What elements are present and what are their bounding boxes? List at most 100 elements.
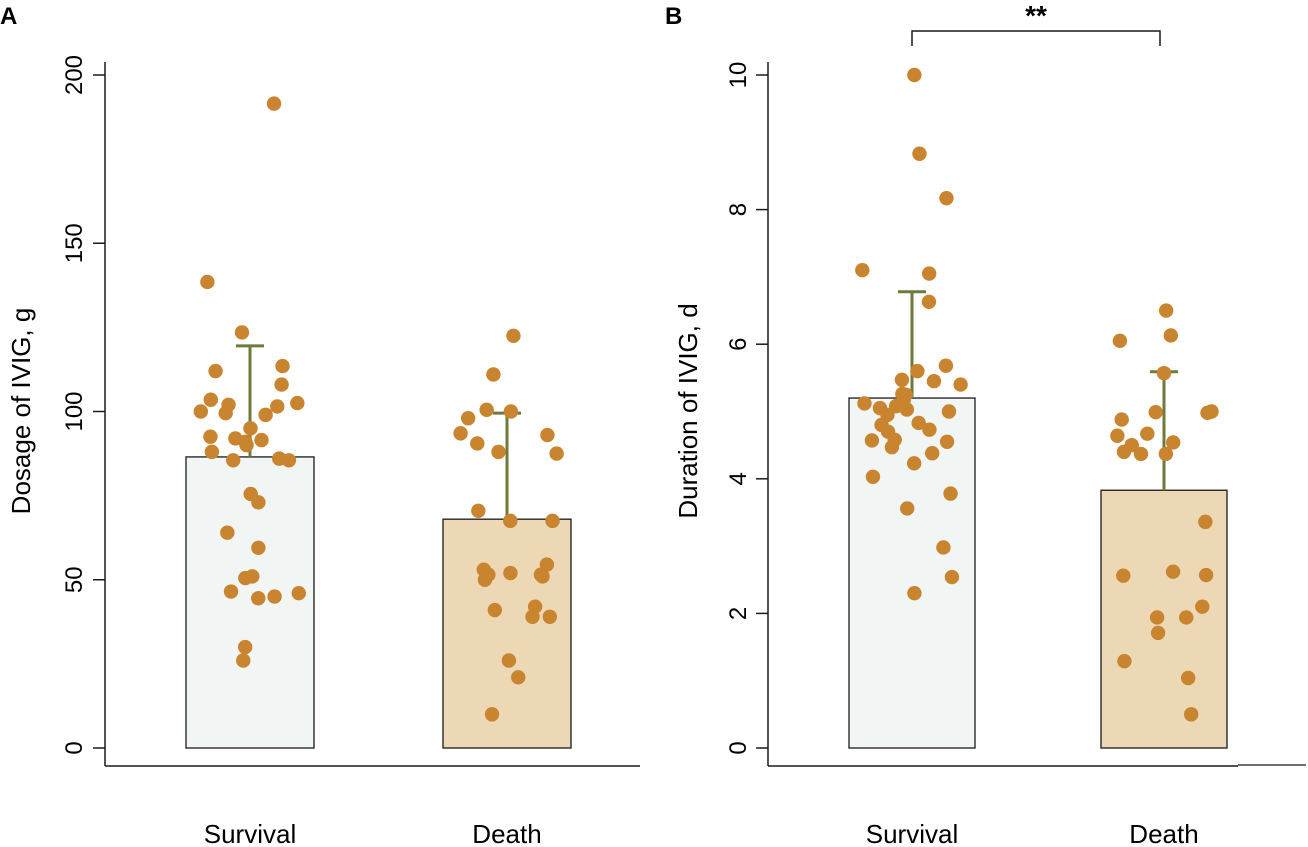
data-point-death bbox=[535, 569, 550, 584]
data-point-survival bbox=[251, 591, 266, 606]
data-point-death bbox=[1198, 567, 1214, 583]
data-point-survival bbox=[912, 146, 927, 161]
data-point-survival bbox=[193, 404, 209, 419]
data-point-survival bbox=[251, 540, 266, 555]
y-tick-label: 0 bbox=[725, 741, 752, 754]
data-point-death bbox=[542, 609, 558, 624]
x-tick-label-survival: Survival bbox=[866, 819, 958, 847]
y-axis-label: Dosage of IVIG, g bbox=[6, 308, 36, 515]
data-point-death bbox=[491, 444, 506, 460]
x-tick-labels: Survival Death bbox=[204, 819, 542, 847]
data-point-death bbox=[477, 572, 493, 587]
data-point-death bbox=[503, 565, 518, 581]
data-point-death bbox=[1133, 446, 1149, 462]
data-point-survival bbox=[258, 407, 273, 423]
data-point-survival bbox=[274, 377, 289, 392]
panel-label: B bbox=[665, 3, 682, 30]
data-point-survival bbox=[220, 525, 235, 540]
data-point-survival bbox=[911, 415, 926, 431]
data-point-survival bbox=[254, 432, 269, 448]
significance-stars: ** bbox=[1025, 0, 1047, 31]
data-point-survival bbox=[910, 363, 925, 379]
panel-label: A bbox=[0, 3, 17, 30]
data-point-death bbox=[1110, 428, 1125, 443]
data-point-survival bbox=[226, 453, 241, 468]
data-point-survival bbox=[953, 377, 968, 392]
data-point-death bbox=[1150, 625, 1166, 641]
bars bbox=[185, 456, 572, 749]
y-tick-label: 100 bbox=[61, 391, 88, 431]
bar-survival bbox=[185, 456, 315, 749]
data-points bbox=[855, 67, 1219, 722]
data-point-death bbox=[1156, 365, 1172, 381]
panel-a: A Dosage of IVIG, g 0 50 100 150 200 Surviva… bbox=[0, 3, 640, 847]
data-points bbox=[193, 96, 564, 722]
data-point-death bbox=[1114, 412, 1129, 427]
data-point-survival bbox=[223, 584, 239, 599]
data-point-survival bbox=[239, 437, 254, 453]
bracket-line bbox=[911, 30, 1161, 46]
data-point-survival bbox=[907, 586, 922, 601]
data-point-death bbox=[1181, 670, 1196, 686]
data-point-survival bbox=[238, 570, 253, 586]
data-point-survival bbox=[884, 439, 900, 455]
data-point-death bbox=[1179, 610, 1194, 625]
y-tick-label: 150 bbox=[61, 223, 88, 263]
data-point-survival bbox=[926, 374, 942, 389]
data-point-death bbox=[540, 427, 555, 443]
data-point-survival bbox=[236, 653, 251, 668]
data-point-death bbox=[471, 503, 486, 518]
data-point-survival bbox=[203, 429, 218, 444]
data-point-survival bbox=[857, 396, 872, 411]
data-point-survival bbox=[864, 433, 880, 448]
data-point-survival bbox=[208, 363, 223, 379]
data-point-survival bbox=[941, 404, 957, 419]
data-point-survival bbox=[243, 421, 258, 436]
data-point-survival bbox=[865, 469, 881, 484]
data-point-death bbox=[484, 707, 500, 722]
data-point-death bbox=[1149, 610, 1165, 625]
data-point-death bbox=[486, 367, 501, 382]
data-point-death bbox=[1195, 599, 1210, 614]
x-tick-labels: Survival Death bbox=[866, 819, 1199, 847]
significance-bracket: ** bbox=[911, 0, 1161, 46]
data-point-survival bbox=[275, 358, 290, 374]
data-point-death bbox=[549, 446, 564, 461]
data-point-death bbox=[479, 402, 494, 418]
data-point-survival bbox=[266, 96, 282, 111]
data-point-death bbox=[1112, 333, 1128, 349]
data-point-death bbox=[453, 426, 468, 441]
data-point-death bbox=[501, 653, 517, 668]
data-point-survival bbox=[899, 402, 915, 417]
data-point-survival bbox=[203, 392, 218, 407]
data-point-survival bbox=[204, 444, 220, 460]
y-axis-label: Duration of IVIG, d bbox=[673, 303, 703, 518]
y-ticks: 0 50 100 150 200 bbox=[61, 55, 105, 755]
data-point-survival bbox=[237, 639, 253, 655]
data-point-survival bbox=[251, 495, 266, 510]
data-point-survival bbox=[270, 399, 285, 414]
data-point-death bbox=[1158, 446, 1174, 462]
data-point-survival bbox=[267, 589, 282, 604]
bar-death bbox=[442, 518, 572, 749]
data-point-survival bbox=[907, 67, 922, 83]
data-point-survival bbox=[218, 405, 233, 421]
data-point-survival bbox=[900, 501, 915, 516]
data-point-survival bbox=[925, 446, 940, 461]
data-point-death bbox=[1198, 514, 1213, 530]
data-point-death bbox=[545, 513, 560, 529]
data-point-survival bbox=[939, 434, 955, 449]
y-tick-label: 8 bbox=[725, 203, 752, 216]
data-point-death bbox=[487, 602, 503, 618]
data-point-survival bbox=[921, 266, 937, 281]
data-point-survival bbox=[234, 325, 250, 340]
data-point-survival bbox=[936, 540, 951, 555]
data-point-death bbox=[1158, 303, 1174, 318]
x-tick-label-survival: Survival bbox=[204, 819, 296, 847]
error-bars bbox=[898, 290, 1178, 491]
data-point-survival bbox=[921, 294, 937, 310]
data-point-survival bbox=[938, 358, 954, 373]
data-point-death bbox=[460, 411, 476, 426]
bars bbox=[848, 397, 1228, 749]
